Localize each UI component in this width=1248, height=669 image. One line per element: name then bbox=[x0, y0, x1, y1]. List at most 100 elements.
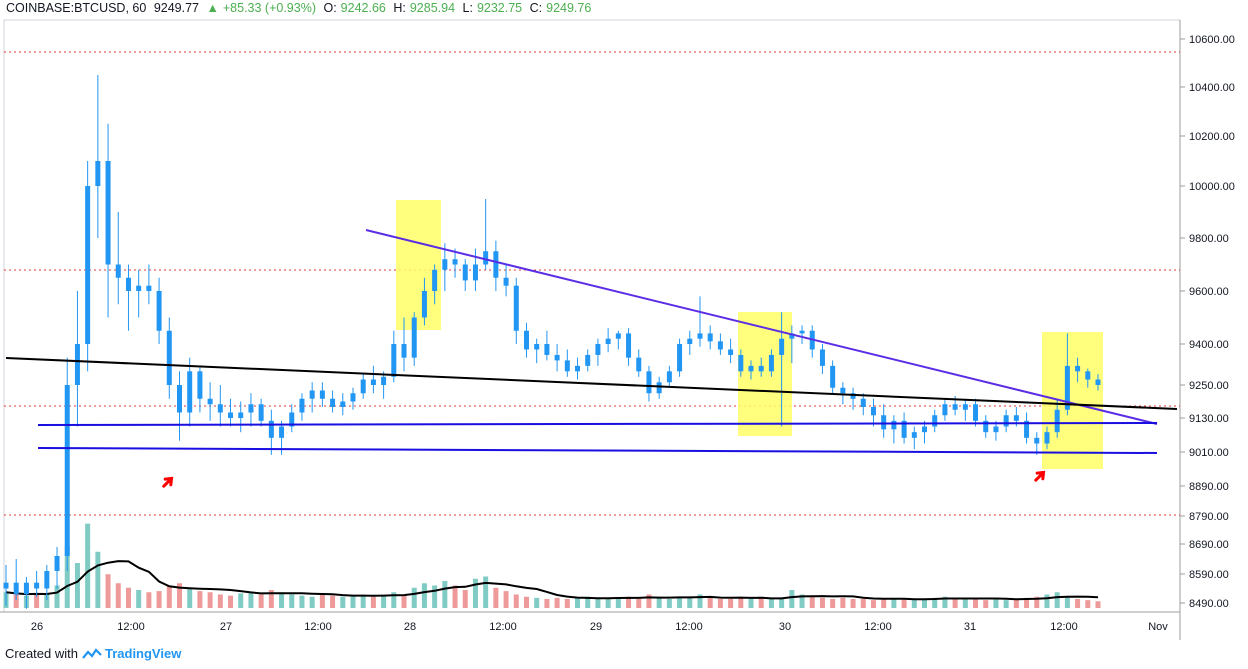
volume-bar bbox=[217, 594, 223, 608]
volume-bar bbox=[809, 596, 815, 608]
volume-bar bbox=[860, 599, 866, 608]
tradingview-brand: TradingView bbox=[104, 646, 182, 661]
candle bbox=[176, 371, 182, 441]
candle bbox=[125, 264, 131, 331]
candle bbox=[319, 382, 325, 407]
y-tick-label: 8490.00 bbox=[1189, 598, 1229, 610]
candle-body bbox=[370, 379, 376, 385]
volume-bar bbox=[340, 596, 346, 608]
candle bbox=[74, 291, 80, 427]
close-label: C: bbox=[529, 1, 543, 15]
candle bbox=[983, 415, 989, 438]
highlight-box bbox=[1042, 332, 1103, 469]
candle-body bbox=[513, 285, 519, 331]
descending-trendline bbox=[365, 229, 1158, 425]
candle-body bbox=[23, 582, 29, 595]
candle-body bbox=[401, 344, 407, 358]
candle bbox=[881, 404, 887, 438]
volume-bar bbox=[432, 585, 438, 608]
price-chart[interactable]: 10600.00 10400.00 10200.00 10000.00 9800.00 9… bbox=[0, 0, 1248, 640]
volume-bar bbox=[1064, 596, 1070, 608]
candle-body bbox=[870, 407, 876, 416]
candle-body bbox=[340, 401, 346, 407]
candle-body bbox=[13, 582, 19, 595]
candle-body bbox=[462, 264, 468, 281]
candle bbox=[656, 376, 662, 399]
mid-trendline bbox=[5, 357, 1178, 410]
candle bbox=[85, 161, 91, 372]
volume-bar bbox=[983, 600, 989, 608]
volume-bar bbox=[911, 600, 917, 608]
x-tick-label: 26 bbox=[31, 621, 43, 633]
candle-body bbox=[983, 420, 989, 433]
candle-body bbox=[523, 330, 529, 350]
candle-body bbox=[1085, 371, 1091, 380]
candle-body bbox=[115, 264, 121, 278]
highlight-box bbox=[738, 312, 792, 436]
volume-bar bbox=[758, 596, 764, 608]
candle-body bbox=[1054, 409, 1060, 433]
candle-body bbox=[748, 365, 754, 372]
candle-body bbox=[156, 291, 162, 331]
candle bbox=[166, 317, 172, 399]
candle-body bbox=[136, 285, 142, 291]
candle-body bbox=[922, 426, 928, 433]
volume-bar bbox=[952, 599, 958, 608]
candle bbox=[44, 565, 50, 601]
candle-body bbox=[421, 291, 427, 318]
candle bbox=[677, 338, 683, 377]
volume-bar bbox=[575, 597, 581, 608]
x-tick-label: 12:00 bbox=[117, 621, 145, 633]
volume-bar bbox=[830, 599, 836, 608]
volume-bar bbox=[125, 587, 131, 608]
y-tick-label: 8690.00 bbox=[1189, 539, 1229, 551]
volume-bar bbox=[462, 590, 468, 608]
volume-bar bbox=[1044, 594, 1050, 608]
candle-body bbox=[95, 161, 101, 186]
volume-bar bbox=[391, 592, 397, 608]
candle bbox=[962, 398, 968, 421]
candle bbox=[554, 344, 560, 372]
candle bbox=[452, 248, 458, 278]
candle bbox=[1003, 409, 1009, 433]
volume-bar bbox=[513, 594, 519, 608]
candle-body bbox=[677, 344, 683, 372]
change-up-icon: ▲ bbox=[206, 1, 219, 15]
candle bbox=[1034, 432, 1040, 455]
candle-body bbox=[850, 393, 856, 399]
candle bbox=[238, 401, 244, 433]
candle bbox=[1044, 426, 1050, 450]
volume-bar bbox=[942, 596, 948, 608]
candle bbox=[421, 277, 427, 326]
volume-bar bbox=[687, 597, 693, 608]
candle-body bbox=[74, 344, 80, 385]
y-tick-label: 9010.00 bbox=[1189, 447, 1229, 459]
candle-body bbox=[952, 404, 958, 410]
volume-bar bbox=[34, 593, 40, 608]
candle-body bbox=[881, 415, 887, 430]
candle bbox=[830, 360, 836, 394]
x-tick-label: 29 bbox=[590, 621, 602, 633]
candle bbox=[54, 547, 60, 589]
close-value: 9249.76 bbox=[546, 1, 592, 15]
candle-body bbox=[717, 341, 723, 350]
volume-bar bbox=[1034, 596, 1040, 608]
volume-bar bbox=[615, 597, 621, 608]
volume-bar bbox=[268, 590, 274, 608]
candle bbox=[95, 75, 101, 238]
symbol-label[interactable]: COINBASE:BTCUSD, 60 bbox=[6, 1, 147, 15]
candle-body bbox=[544, 344, 550, 355]
y-tick-label: 10200.00 bbox=[1189, 131, 1235, 143]
volume-bar bbox=[136, 590, 142, 608]
change-value: +85.33 (+0.93%) bbox=[222, 1, 316, 15]
volume-bar bbox=[901, 599, 907, 608]
candle-body bbox=[166, 330, 172, 385]
candle-body bbox=[289, 412, 295, 427]
candle bbox=[513, 277, 519, 344]
red-arrow-icon bbox=[162, 476, 174, 488]
candle-body bbox=[942, 404, 948, 416]
high-label: H: bbox=[393, 1, 406, 15]
candle-body bbox=[360, 379, 366, 394]
tradingview-logo[interactable]: TradingView bbox=[82, 646, 181, 661]
candle bbox=[340, 393, 346, 416]
